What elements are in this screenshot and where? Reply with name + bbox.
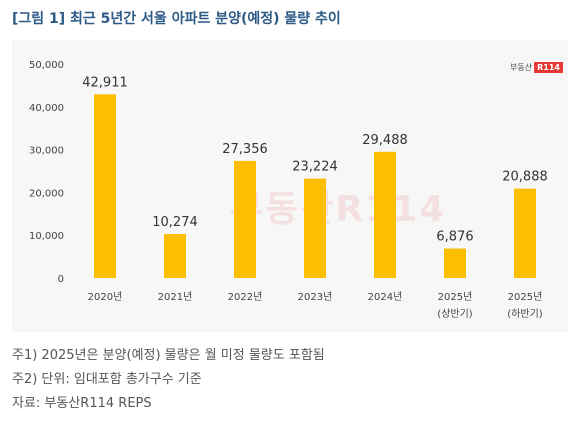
x-tick-label: 2020년 — [88, 291, 123, 303]
logo-badge: R114 — [534, 62, 563, 73]
bar — [234, 160, 256, 278]
x-tick-label: (상반기) — [437, 308, 473, 320]
figure-title: [그림 1] 최근 5년간 서울 아파트 분양(예정) 물량 추이 — [12, 11, 341, 27]
data-label: 23,224 — [292, 160, 338, 175]
y-tick-label: 10,000 — [29, 231, 64, 242]
bar — [94, 94, 116, 279]
y-tick-label: 20,000 — [29, 188, 64, 199]
x-tick-label: (하반기) — [507, 307, 543, 320]
y-tick-label: 0 — [58, 274, 64, 285]
x-tick-label: 2023년 — [298, 291, 333, 303]
y-tick-label: 50,000 — [29, 60, 64, 71]
x-tick-label: 2025년 — [508, 291, 543, 303]
data-label: 6,876 — [436, 230, 473, 245]
bar — [164, 234, 186, 278]
y-tick-label: 40,000 — [29, 103, 64, 114]
note-2: 주2) 단위: 임대포함 총가구수 기준 — [12, 372, 202, 387]
x-tick-label: 2022년 — [228, 291, 263, 303]
bar — [374, 151, 396, 278]
bar — [304, 178, 326, 278]
logo-text: 부동산 — [510, 63, 533, 72]
x-tick-label: 2025년 — [438, 291, 473, 303]
data-label: 10,274 — [152, 215, 198, 230]
note-1: 주1) 2025년은 분양(예정) 물량은 월 미정 물량도 포함됨 — [12, 348, 325, 363]
bar — [444, 248, 466, 278]
brand-logo: 부동산 R114 — [510, 62, 563, 73]
x-tick-label: 2024년 — [368, 291, 403, 303]
watermark: 부동산R114 — [230, 189, 447, 230]
x-tick-label: 2021년 — [158, 291, 193, 303]
footnotes: 주1) 2025년은 분양(예정) 물량은 월 미정 물량도 포함됨 주2) 단… — [12, 344, 325, 416]
bar — [514, 188, 536, 278]
data-label: 27,356 — [222, 142, 268, 157]
source-note: 자료: 부동산R114 REPS — [12, 396, 152, 411]
data-label: 20,888 — [502, 170, 548, 185]
data-label: 29,488 — [362, 133, 408, 148]
y-tick-label: 30,000 — [29, 146, 64, 157]
data-label: 42,911 — [82, 75, 128, 90]
